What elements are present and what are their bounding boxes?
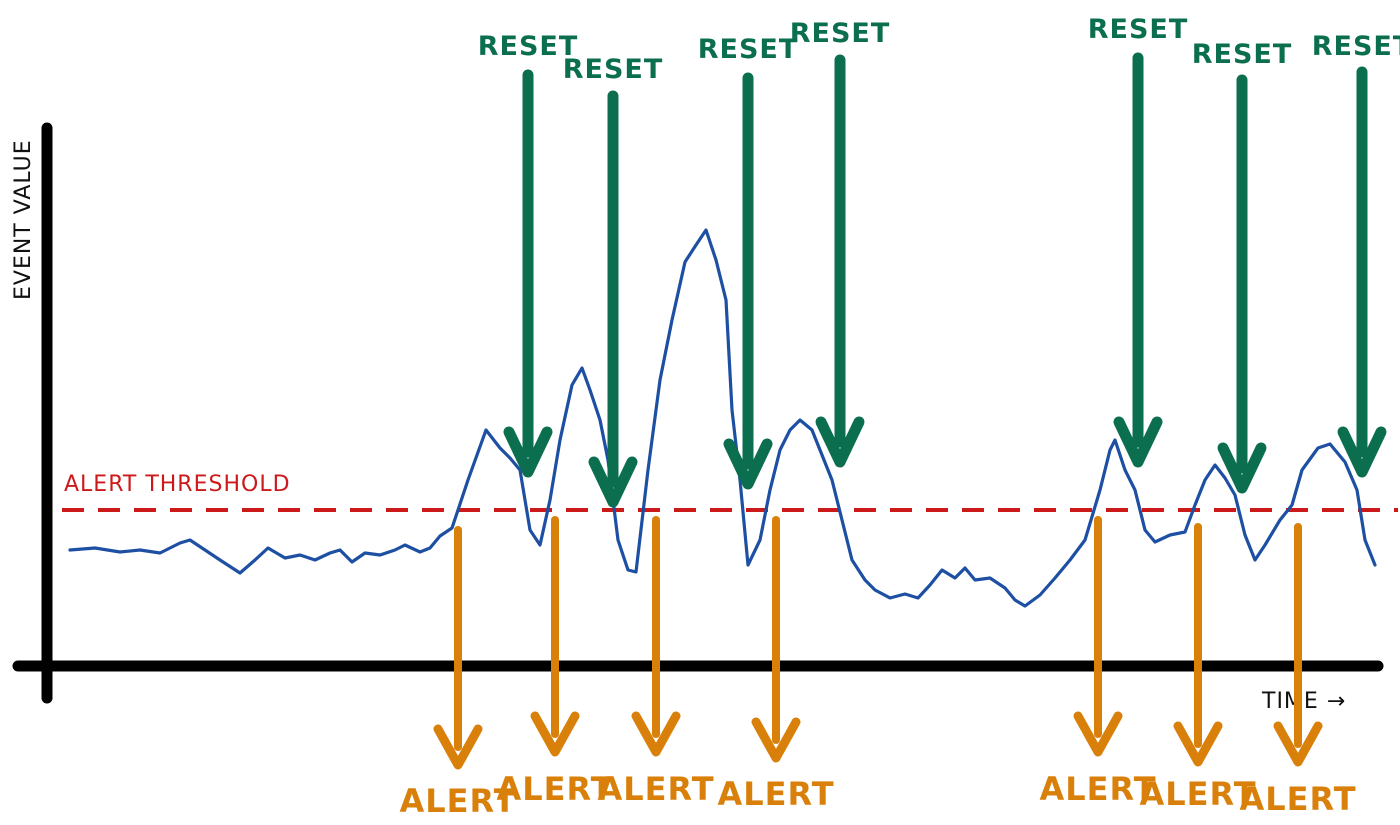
alert-arrow-head <box>433 724 483 770</box>
alert-arrow-head <box>1073 711 1123 757</box>
reset-arrow-head <box>1113 416 1163 468</box>
x-axis-label: TIME → <box>1261 689 1346 714</box>
reset-arrow-head <box>1337 426 1387 478</box>
event-value-signal <box>68 228 1377 608</box>
reset-markers: RESETRESETRESETRESETRESETRESETRESET <box>478 14 1400 508</box>
alert-marker-7: ALERT <box>1239 523 1356 818</box>
alert-arrow-head <box>1273 721 1323 767</box>
y-axis-label: EVENT VALUE <box>11 139 36 300</box>
alert-arrow-head <box>530 711 580 757</box>
reset-marker-5: RESET <box>1088 14 1189 468</box>
reset-label: RESET <box>1088 14 1189 45</box>
reset-arrow-head <box>723 438 773 490</box>
alert-arrow-head <box>751 717 801 763</box>
reset-label: RESET <box>478 31 579 62</box>
alert-arrow-head <box>1173 721 1223 767</box>
reset-arrow-head <box>588 456 638 508</box>
reset-arrow-head <box>815 416 865 468</box>
alert-label: ALERT <box>399 782 516 820</box>
reset-marker-2: RESET <box>563 54 664 508</box>
reset-label: RESET <box>1312 31 1400 62</box>
alert-arrow-head <box>631 711 681 757</box>
reset-label: RESET <box>1192 39 1293 70</box>
reset-label: RESET <box>563 54 664 85</box>
reset-marker-3: RESET <box>698 34 799 490</box>
alert-marker-1: ALERT <box>399 526 516 820</box>
alert-marker-6: ALERT <box>1139 523 1256 813</box>
reset-label: RESET <box>790 18 891 49</box>
alert-label: ALERT <box>1039 770 1156 808</box>
alert-threshold-label: ALERT THRESHOLD <box>64 472 291 497</box>
alert-label: ALERT <box>717 775 834 813</box>
reset-marker-6: RESET <box>1192 39 1293 494</box>
reset-label: RESET <box>698 34 799 65</box>
alert-marker-2: ALERT <box>496 516 613 808</box>
alert-marker-5: ALERT <box>1039 516 1156 808</box>
reset-arrow-head <box>503 426 553 478</box>
alert-label: ALERT <box>1139 775 1256 813</box>
alert-label: ALERT <box>1239 780 1356 818</box>
reset-marker-4: RESET <box>790 18 891 468</box>
reset-arrow-head <box>1217 442 1267 494</box>
alert-label: ALERT <box>496 770 613 808</box>
alert-marker-3: ALERT <box>597 516 714 808</box>
alert-marker-4: ALERT <box>717 516 834 813</box>
reset-marker-7: RESET <box>1312 31 1400 478</box>
alert-label: ALERT <box>597 770 714 808</box>
reset-marker-1: RESET <box>478 31 579 478</box>
